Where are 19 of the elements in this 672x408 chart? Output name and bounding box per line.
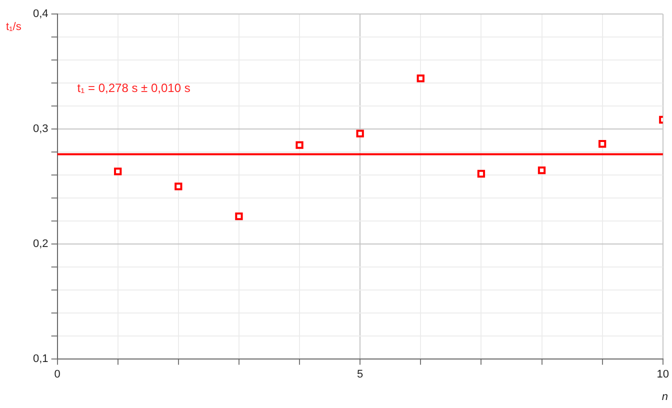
y-tick-label: 0,2	[32, 238, 48, 250]
point	[477, 170, 486, 178]
point	[538, 166, 546, 174]
point	[598, 140, 606, 148]
y-axis-title: t₁/s	[6, 21, 22, 33]
x-tick-label: 10	[656, 368, 670, 380]
point	[174, 182, 182, 190]
x-axis-title: n	[662, 391, 668, 403]
y-tick-label: 0,1	[32, 352, 48, 365]
y-tick-label: 0,3	[32, 122, 48, 135]
point	[296, 141, 304, 149]
x-tick-label: 5	[357, 368, 364, 380]
x-tick-label: 0	[54, 368, 60, 380]
point	[114, 168, 122, 176]
point	[356, 130, 364, 138]
point	[235, 212, 243, 220]
annotation: t₁ = 0,278 s ± 0,010 s	[77, 81, 190, 95]
y-tick-label: 0,4	[32, 8, 48, 20]
point	[416, 74, 424, 82]
